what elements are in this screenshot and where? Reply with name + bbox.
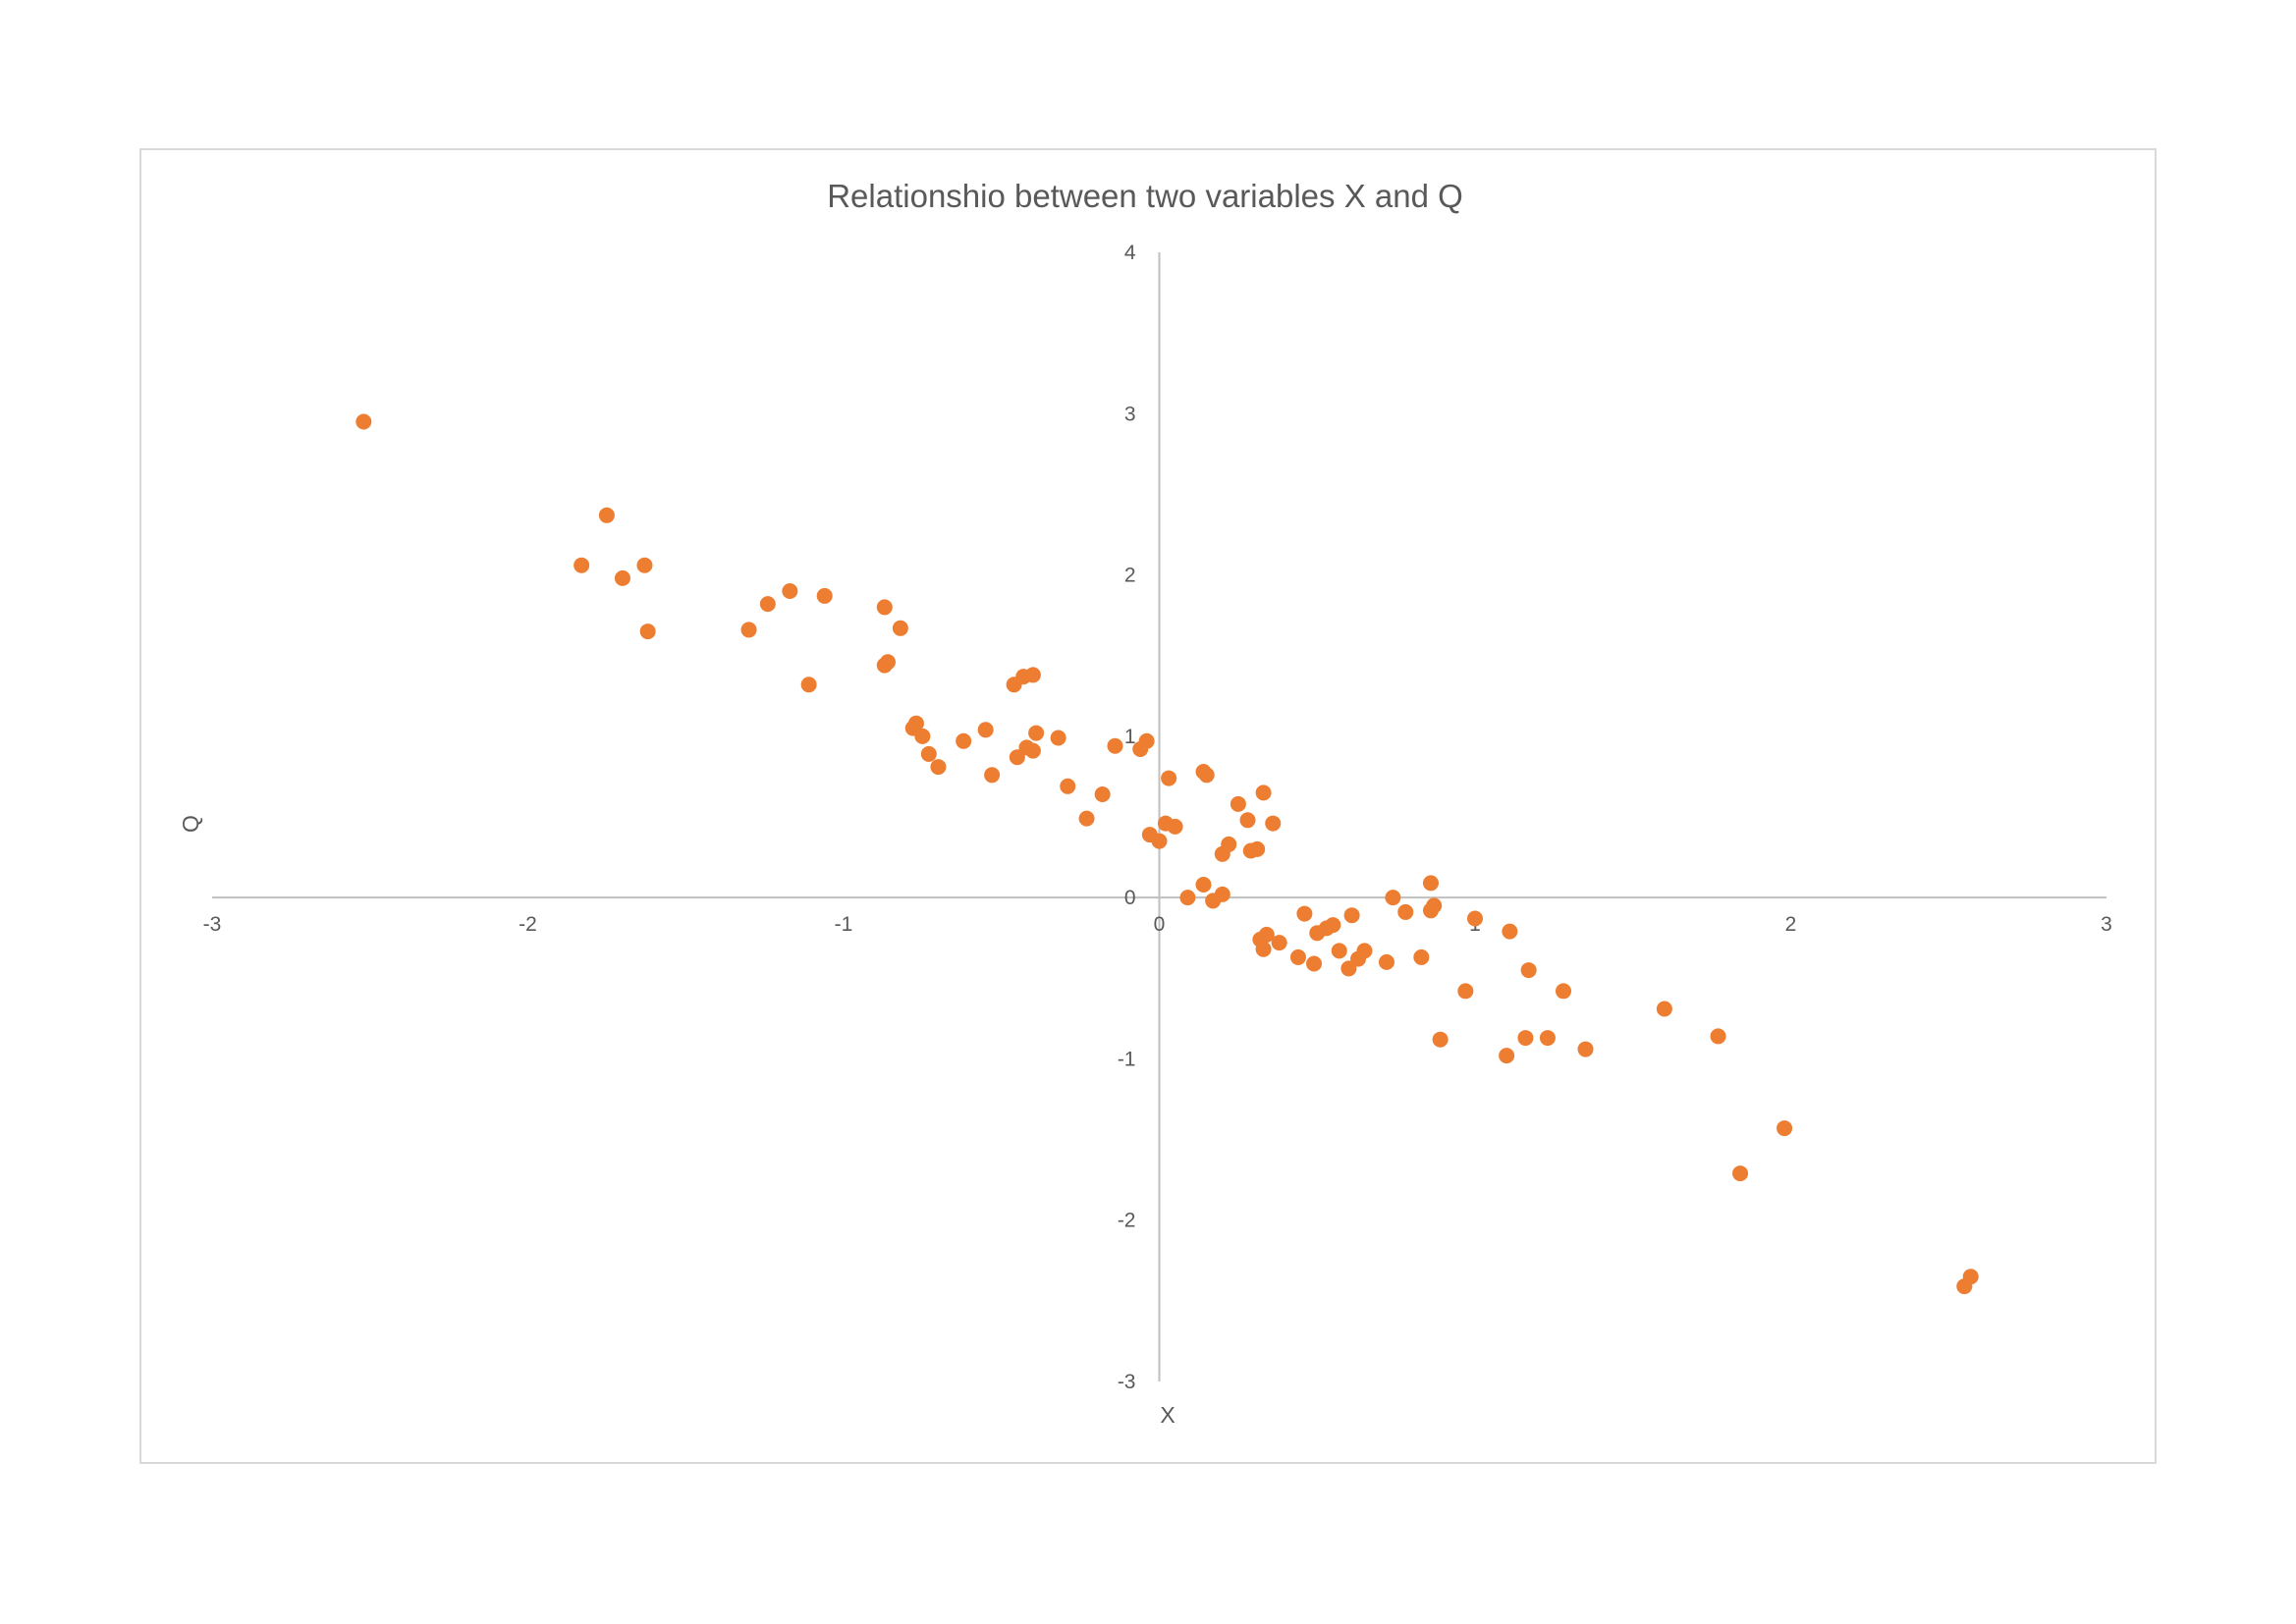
data-point <box>1078 810 1095 827</box>
data-point <box>1732 1165 1749 1182</box>
data-points <box>355 413 1979 1295</box>
chart-frame: Relationshio between two variables X and… <box>139 148 2157 1464</box>
y-tick-label: 1 <box>1124 726 1136 748</box>
data-point <box>1258 926 1275 943</box>
y-tick-labels: -3 -2 -1 0 1 2 3 4 <box>1118 242 1136 1393</box>
data-point <box>1432 1031 1449 1048</box>
data-point <box>1151 833 1168 849</box>
scatter-chart: Relationshio between two variables X and… <box>178 178 2112 1428</box>
data-point <box>1539 1030 1556 1047</box>
chart-title: Relationshio between two variables X and… <box>827 178 1463 214</box>
data-point <box>977 722 994 738</box>
data-point <box>914 728 931 744</box>
data-point <box>614 569 630 586</box>
data-point <box>1656 1001 1672 1017</box>
data-point <box>1024 667 1041 683</box>
x-tick-label: 0 <box>1154 913 1166 936</box>
y-axis-title: Q <box>178 815 203 833</box>
data-point <box>1962 1269 1979 1285</box>
data-point <box>1167 818 1183 835</box>
data-point <box>1028 725 1045 741</box>
x-tick-label: 2 <box>1785 913 1797 936</box>
data-point <box>1378 953 1394 970</box>
data-point <box>1289 948 1306 965</box>
data-point <box>1777 1120 1793 1137</box>
y-tick-label: -2 <box>1118 1210 1136 1232</box>
data-point <box>1467 910 1483 927</box>
data-point <box>1230 795 1246 812</box>
data-point <box>1138 732 1155 749</box>
x-axis-title: X <box>1160 1402 1175 1428</box>
x-tick-label: -1 <box>835 913 853 936</box>
data-point <box>1343 907 1360 924</box>
y-tick-label: -1 <box>1118 1048 1136 1070</box>
data-point <box>1457 983 1474 1000</box>
data-point <box>598 507 615 523</box>
data-point <box>1517 1030 1534 1047</box>
data-point <box>984 767 1001 784</box>
data-point <box>876 599 893 616</box>
data-point <box>1050 730 1066 746</box>
data-point <box>1296 905 1313 922</box>
data-point <box>1221 836 1237 852</box>
data-point <box>1195 877 1212 893</box>
data-point <box>639 623 656 640</box>
data-point <box>1426 897 1443 914</box>
data-point <box>1577 1041 1594 1057</box>
data-point <box>1385 890 1401 906</box>
data-point <box>1422 875 1439 892</box>
data-point <box>956 732 972 749</box>
data-point <box>930 759 947 776</box>
data-point <box>1214 886 1230 902</box>
data-point <box>1060 778 1076 794</box>
data-point <box>1340 960 1357 977</box>
data-point <box>782 583 798 599</box>
data-point <box>636 557 653 573</box>
data-point <box>1198 767 1215 784</box>
y-tick-label: 3 <box>1124 403 1136 425</box>
data-point <box>907 715 924 731</box>
data-point <box>1024 742 1041 759</box>
data-point <box>1255 941 1272 957</box>
data-point <box>759 596 776 613</box>
data-point <box>920 745 937 762</box>
data-point <box>800 677 817 693</box>
data-point <box>1710 1028 1726 1045</box>
data-point <box>1499 1048 1515 1064</box>
y-tick-label: 0 <box>1124 887 1136 909</box>
y-tick-label: -3 <box>1118 1371 1136 1393</box>
data-point <box>1397 903 1414 920</box>
axes <box>212 252 2106 1381</box>
data-point <box>816 587 833 604</box>
data-point <box>880 654 897 671</box>
data-point <box>1255 785 1272 801</box>
y-tick-label: 4 <box>1124 242 1136 264</box>
data-point <box>1271 935 1287 951</box>
data-point <box>1094 786 1111 802</box>
data-point <box>1331 943 1347 959</box>
data-point <box>1356 943 1373 959</box>
data-point <box>1556 983 1572 1000</box>
x-tick-label: -2 <box>519 913 537 936</box>
data-point <box>355 413 372 430</box>
data-point <box>1306 955 1323 972</box>
data-point <box>1239 812 1256 829</box>
data-point <box>1413 948 1430 965</box>
x-tick-label: -3 <box>203 913 222 936</box>
data-point <box>1009 749 1025 766</box>
data-point <box>1107 737 1123 754</box>
data-point <box>1325 917 1341 934</box>
data-point <box>1179 890 1196 906</box>
data-point <box>740 622 757 638</box>
data-point <box>1161 770 1177 786</box>
data-point <box>1502 923 1518 940</box>
y-tick-label: 2 <box>1124 565 1136 587</box>
data-point <box>892 620 908 636</box>
data-point <box>574 557 590 573</box>
x-tick-label: 3 <box>2101 913 2112 936</box>
data-point <box>1265 815 1282 832</box>
data-point <box>1520 962 1537 979</box>
data-point <box>1249 840 1266 857</box>
